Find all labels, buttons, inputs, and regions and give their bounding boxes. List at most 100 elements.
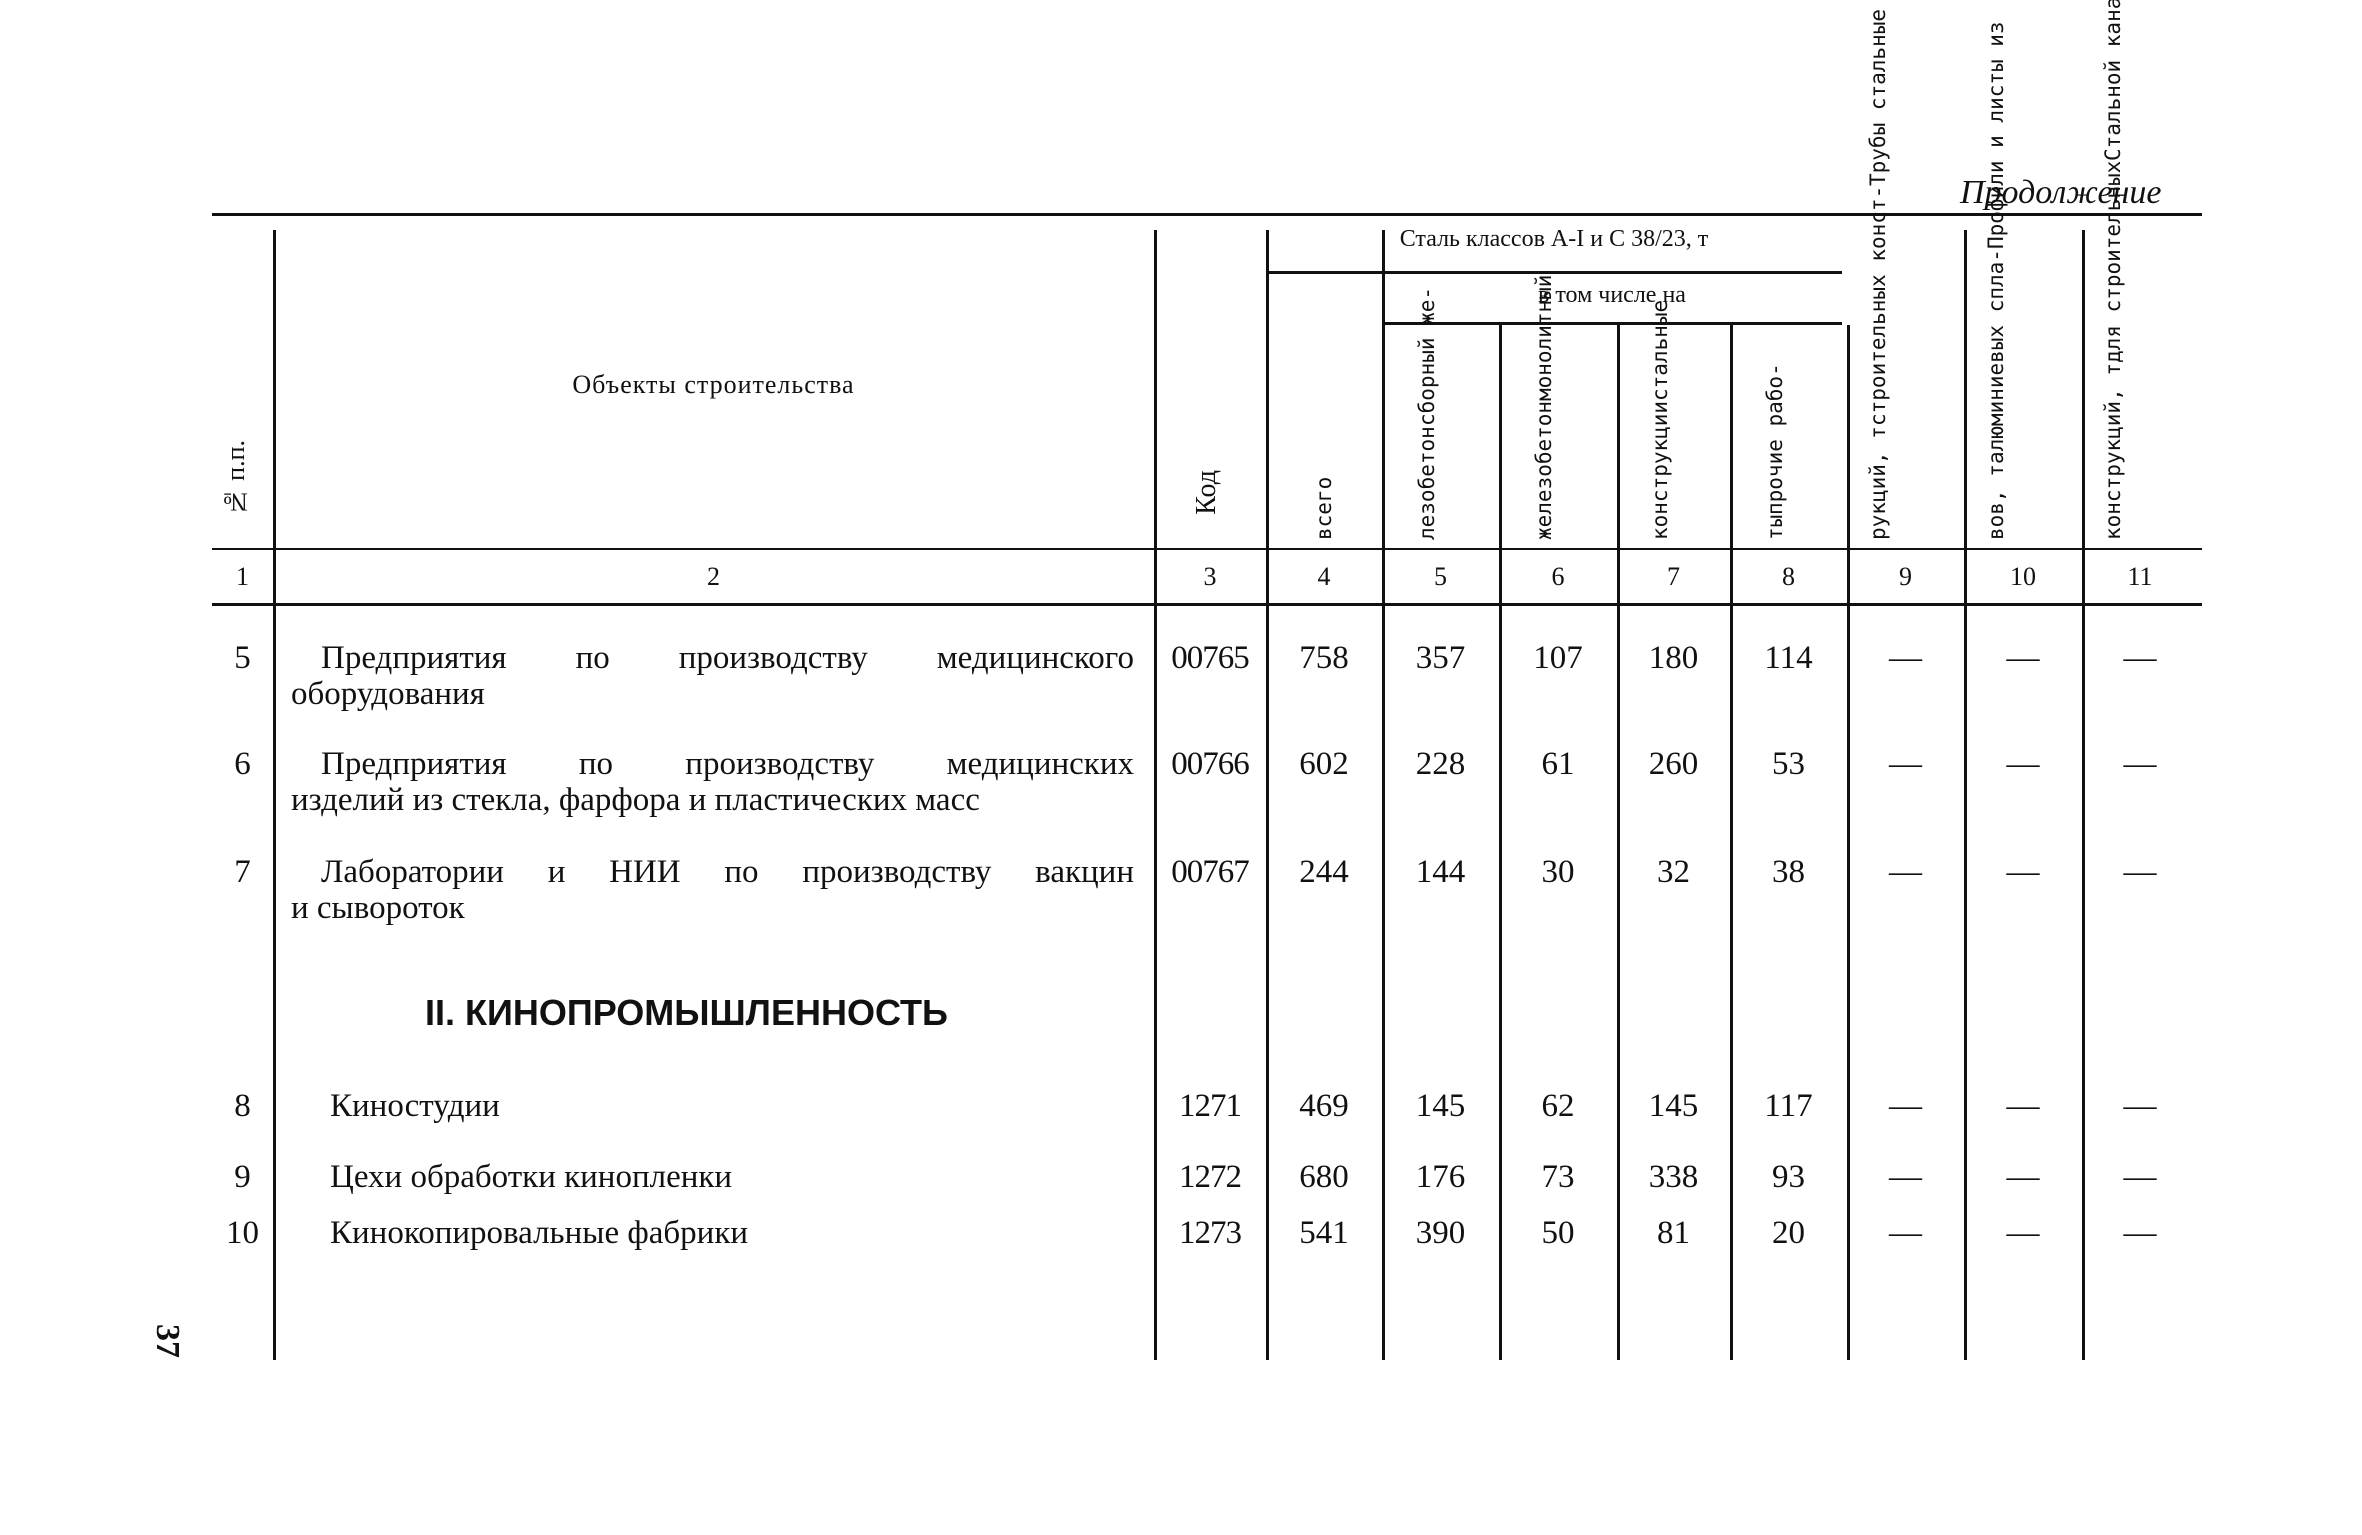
row-value: 680 bbox=[1299, 1159, 1349, 1195]
numbers-bottom-rule bbox=[212, 603, 2202, 606]
row-value: 145 bbox=[1415, 1088, 1466, 1124]
column-number: 11 bbox=[2127, 562, 2153, 591]
row-value: — bbox=[2006, 640, 2040, 676]
row-value: — bbox=[2006, 1215, 2040, 1251]
row-value: — bbox=[1889, 1088, 1922, 1124]
row-value: 61 bbox=[1541, 746, 1575, 782]
row-value: 602 bbox=[1299, 746, 1349, 782]
row-value: 338 bbox=[1648, 1159, 1699, 1195]
row-name-line: Киностудии bbox=[330, 1088, 500, 1124]
header-col10-line: вов, т bbox=[1983, 464, 2008, 540]
column-divider bbox=[1847, 325, 1850, 1360]
continuation-label: Продолжение bbox=[1960, 174, 2162, 211]
header-col11-line: конструкций, т bbox=[2100, 362, 2125, 540]
header-col8-line: ты bbox=[1762, 514, 1787, 540]
column-divider bbox=[1266, 230, 1269, 1360]
header-col9: Трубы стальные для строительных конст-рук… bbox=[1865, 0, 1946, 540]
row-number: 8 bbox=[234, 1088, 251, 1124]
row-number: 10 bbox=[226, 1215, 259, 1251]
row-value: 30 bbox=[1541, 854, 1575, 890]
column-number: 2 bbox=[707, 562, 720, 591]
row-name-line: изделий из стекла, фарфора и пластически… bbox=[291, 782, 980, 818]
header-col5-line: лезобетон bbox=[1414, 426, 1439, 540]
column-number: 5 bbox=[1434, 562, 1447, 591]
header-col4: всего bbox=[1311, 440, 1338, 540]
header-col11-line: Стальной канат (трос) bbox=[2100, 0, 2125, 161]
column-divider bbox=[1730, 325, 1733, 1360]
header-col9-line: рукций, т bbox=[1866, 426, 1890, 540]
column-number: 6 bbox=[1551, 562, 1565, 591]
row-value: 176 bbox=[1415, 1159, 1466, 1195]
row-value: 228 bbox=[1415, 746, 1466, 782]
header-col6: монолитный железобетон bbox=[1531, 274, 1585, 540]
row-value: — bbox=[1889, 640, 1922, 676]
column-divider bbox=[1617, 325, 1620, 1360]
header-col5-line: сборный же- bbox=[1414, 287, 1439, 427]
header-col11-line: для строительных bbox=[2100, 160, 2125, 363]
header-col11: Стальной канат (трос) для строительных кон… bbox=[2100, 0, 2181, 540]
header-col5: сборный же-лезобетон bbox=[1414, 287, 1468, 540]
header-col7-line: конструкции bbox=[1647, 400, 1672, 540]
header-col8-line: прочие рабо- bbox=[1762, 362, 1787, 515]
row-value: 117 bbox=[1764, 1088, 1813, 1124]
row-value: — bbox=[2006, 1159, 2040, 1195]
row-value: 73 bbox=[1541, 1159, 1575, 1195]
row-value: 180 bbox=[1648, 640, 1699, 676]
section-title: II. КИНОПРОМЫШЛЕННОСТЬ bbox=[425, 992, 948, 1033]
row-code: 1273 bbox=[1179, 1215, 1242, 1251]
row-number: 6 bbox=[234, 746, 251, 782]
row-number: 9 bbox=[234, 1159, 251, 1195]
row-value: 107 bbox=[1533, 640, 1583, 676]
row-value: — bbox=[2123, 854, 2157, 890]
row-value: 20 bbox=[1772, 1215, 1805, 1251]
row-code: 00766 bbox=[1171, 746, 1250, 782]
header-col9-line: строительных конст- bbox=[1866, 185, 1890, 427]
column-number: 7 bbox=[1667, 562, 1680, 591]
row-value: — bbox=[2123, 1088, 2157, 1124]
steel-group-rule bbox=[1266, 271, 1842, 274]
including-rule bbox=[1382, 322, 1842, 325]
header-col8: прочие рабо-ты bbox=[1762, 340, 1816, 540]
column-divider bbox=[1964, 230, 1967, 1360]
column-number: 4 bbox=[1317, 562, 1331, 591]
row-value: 32 bbox=[1657, 854, 1690, 890]
table-top-rule bbox=[212, 213, 2202, 216]
header-col10-line: Профили и листы из bbox=[1983, 21, 2008, 250]
row-number: 7 bbox=[234, 854, 251, 890]
row-value: 357 bbox=[1415, 640, 1466, 676]
row-value: — bbox=[2123, 1159, 2157, 1195]
column-number: 8 bbox=[1782, 562, 1795, 591]
header-col7: стальные конструкции bbox=[1647, 300, 1701, 540]
row-value: 390 bbox=[1415, 1215, 1466, 1251]
column-number: 9 bbox=[1899, 562, 1912, 591]
header-col3: Код bbox=[1191, 470, 1222, 515]
header-col6-line: монолитный bbox=[1532, 274, 1556, 401]
row-code: 1272 bbox=[1179, 1159, 1242, 1195]
row-value: — bbox=[2006, 1088, 2040, 1124]
header-bottom-rule bbox=[212, 548, 2202, 550]
column-divider bbox=[1154, 230, 1157, 1360]
row-value: — bbox=[1889, 1159, 1922, 1195]
header-including: в том числе на bbox=[1538, 282, 1686, 308]
header-col9-line: Трубы стальные для bbox=[1866, 0, 1890, 186]
row-value: 50 bbox=[1541, 1215, 1575, 1251]
row-value: 144 bbox=[1415, 854, 1466, 890]
row-value: 114 bbox=[1764, 640, 1813, 676]
row-value: — bbox=[2123, 640, 2157, 676]
row-code: 00765 bbox=[1171, 640, 1250, 676]
row-name-line: Предприятия по производству медицинских bbox=[321, 746, 1134, 782]
row-value: — bbox=[2123, 1215, 2157, 1251]
row-code: 00767 bbox=[1171, 854, 1250, 890]
row-value: — bbox=[2123, 746, 2157, 782]
header-col4-line: всего bbox=[1311, 476, 1336, 540]
row-value: — bbox=[1889, 854, 1922, 890]
column-number: 10 bbox=[2010, 562, 2036, 591]
row-name-line: Кинокопировальные фабрики bbox=[330, 1215, 749, 1251]
row-value: 145 bbox=[1648, 1088, 1699, 1124]
row-name-line: Предприятия по производству медицинского bbox=[321, 640, 1134, 676]
header-col6-line: железобетон bbox=[1532, 400, 1556, 540]
row-value: 53 bbox=[1772, 746, 1805, 782]
row-value: 62 bbox=[1541, 1088, 1575, 1124]
header-col10-line: алюминиевых спла- bbox=[1983, 249, 2008, 465]
row-value: 469 bbox=[1299, 1088, 1349, 1124]
